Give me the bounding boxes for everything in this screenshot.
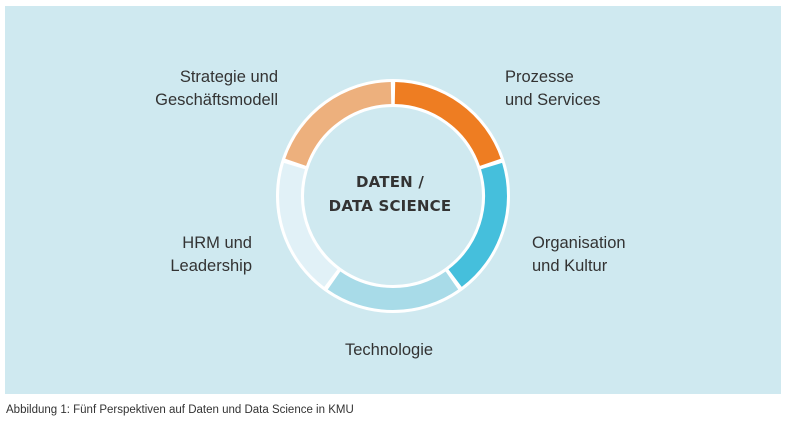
label-organisation-und-kultur: Organisation und Kultur	[532, 232, 626, 278]
figure-frame	[5, 6, 781, 394]
figure-caption: Abbildung 1: Fünf Perspektiven auf Daten…	[6, 404, 354, 416]
label-line: Organisation	[532, 234, 626, 252]
center-title-line: DATEN /	[355, 173, 425, 191]
label-line: Technologie	[345, 341, 434, 359]
label-strategie-und-geschaeftsmodell: Strategie und Geschäftsmodell	[118, 66, 278, 112]
center-title-line: DATA SCIENCE	[328, 197, 452, 215]
label-line: Strategie und	[179, 68, 278, 86]
ring-segment-technologie	[327, 271, 459, 310]
ring-segment-strategie	[285, 82, 392, 167]
label-line: Geschäftsmodell	[155, 91, 278, 109]
label-technologie: Technologie	[345, 339, 433, 362]
label-line: HRM und	[182, 234, 252, 252]
label-hrm-und-leadership: HRM und Leadership	[148, 232, 252, 278]
label-line: Prozesse	[505, 68, 574, 86]
label-prozesse-und-services: Prozesse und Services	[505, 66, 600, 112]
label-line: und Kultur	[532, 257, 608, 275]
center-title: DATEN / DATA SCIENCE	[280, 170, 500, 218]
ring-segment-organisation	[448, 162, 507, 287]
label-line: und Services	[505, 91, 601, 109]
label-line: Leadership	[170, 257, 252, 275]
ring-segment-hrm	[279, 162, 338, 287]
ring-segment-prozesse	[394, 82, 501, 167]
